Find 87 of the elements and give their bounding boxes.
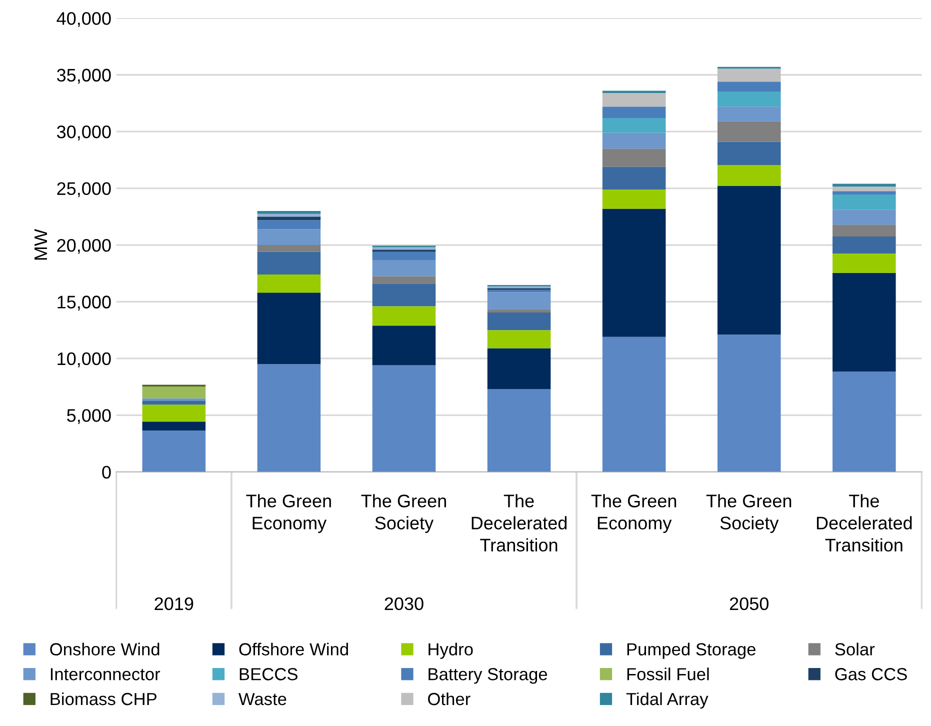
bar <box>832 194 896 210</box>
bar <box>487 330 551 348</box>
legend-label: Gas CCS <box>835 668 907 680</box>
bar <box>717 334 781 472</box>
text: 2019 <box>154 597 194 610</box>
legend-label: BECCS <box>240 668 298 680</box>
bar <box>717 186 781 335</box>
bar <box>717 142 781 166</box>
bar <box>832 210 896 225</box>
y-tick-label: 35,000 <box>56 68 111 84</box>
bar <box>142 404 206 422</box>
bar <box>257 252 321 275</box>
bar <box>257 216 321 220</box>
y-tick-label: 10,000 <box>58 352 111 368</box>
bar <box>257 292 321 364</box>
bar <box>832 186 896 192</box>
legend-label: Offshore Wind <box>239 642 348 656</box>
y-axis-title: MW <box>34 229 47 260</box>
bar <box>832 272 896 372</box>
bar <box>257 210 321 214</box>
text: 2030 <box>384 597 424 610</box>
legend-label: Fossil Fuel <box>627 668 709 680</box>
bar <box>372 306 436 326</box>
bar <box>372 326 436 366</box>
bar <box>832 224 896 237</box>
x-tick-label: The Green Economy <box>591 494 676 534</box>
bar <box>602 118 666 133</box>
bar <box>372 284 436 306</box>
bar <box>832 236 896 254</box>
bar <box>142 422 206 430</box>
x-tick-label: The Green Society <box>361 494 446 534</box>
bar <box>602 132 666 149</box>
bar <box>717 165 781 186</box>
bar <box>717 82 781 92</box>
bar <box>372 276 436 284</box>
bar <box>602 148 666 167</box>
legend-label: Onshore Wind <box>50 642 160 656</box>
bar <box>372 365 436 472</box>
y-tick-label: 15,000 <box>58 296 111 311</box>
bar <box>487 292 551 310</box>
bar <box>602 93 666 107</box>
bar <box>832 191 896 195</box>
y-tick-label: 5,000 <box>67 409 111 424</box>
legend-label: Interconnector <box>50 668 160 680</box>
legend-label: Waste <box>238 693 286 706</box>
bar <box>487 312 551 330</box>
bar <box>487 309 551 313</box>
bar <box>257 220 321 230</box>
bar <box>487 389 551 472</box>
bar <box>142 400 206 405</box>
bar <box>142 386 206 398</box>
bar <box>717 68 781 82</box>
bar <box>832 372 896 472</box>
y-tick-label: 30,000 <box>56 126 111 140</box>
bar <box>602 189 666 209</box>
bar <box>602 336 666 472</box>
bar <box>257 274 321 293</box>
legend-label: Hydro <box>428 642 473 659</box>
text: 2050 <box>730 597 768 610</box>
x-tick-label: The Green Economy <box>246 494 331 534</box>
y-tick-label: 25,000 <box>57 182 111 198</box>
bar <box>602 106 666 118</box>
bar <box>257 229 321 246</box>
y-tick-label: 40,000 <box>56 12 111 28</box>
bar <box>257 364 321 472</box>
bar <box>832 254 896 273</box>
legend-label: Tidal Array <box>626 692 708 709</box>
bar <box>372 260 436 276</box>
legend-label: Solar <box>835 642 875 656</box>
bar <box>602 208 666 337</box>
bar <box>602 166 666 190</box>
bar <box>717 92 781 107</box>
x-tick-label: The Decelerated Transition <box>472 494 567 552</box>
bar <box>717 106 781 122</box>
legend-label: Battery Storage <box>428 668 548 684</box>
bar <box>257 245 321 252</box>
bar <box>372 252 436 260</box>
y-tick-label: 20,000 <box>57 238 111 254</box>
legend-label: Other <box>428 692 470 706</box>
legend-label: Biomass CHP <box>50 692 156 706</box>
legend-label: Pumped Storage <box>627 642 756 659</box>
y-tick-label: 0 <box>102 466 111 479</box>
bar <box>717 121 781 142</box>
x-tick-label: The Green Society <box>706 494 792 534</box>
x-tick-label: The Decelerated Transition <box>816 494 912 552</box>
bar <box>487 348 551 390</box>
bar <box>142 430 206 472</box>
